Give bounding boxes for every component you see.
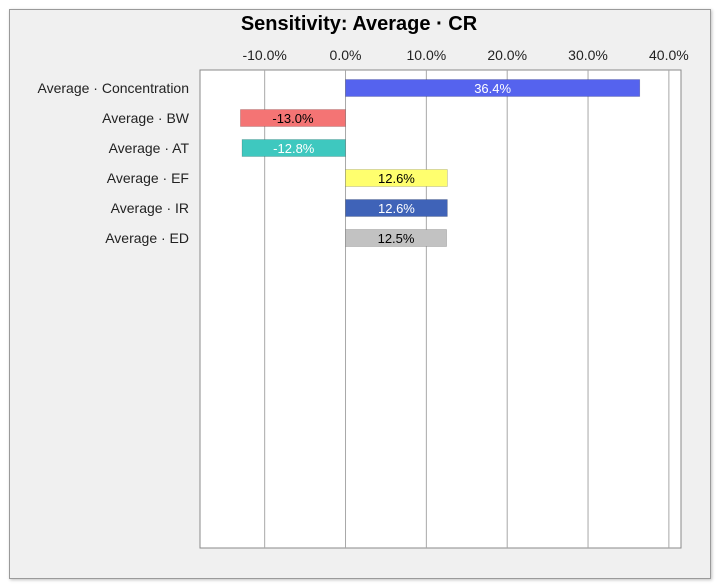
x-tick-label: 20.0% — [487, 47, 527, 63]
category-label: Average · Concentration — [38, 80, 190, 96]
category-labels: Average · Concentration Average · BW Avera… — [38, 80, 190, 246]
bars: 36.4% -13.0% -12.8% 12.6% 12.6% 12.5% — [240, 79, 641, 247]
x-tick-label: -10.0% — [242, 47, 286, 63]
bar — [345, 169, 448, 187]
x-tick-label: 10.0% — [407, 47, 447, 63]
bar — [240, 109, 346, 127]
x-tick-label: 0.0% — [330, 47, 362, 63]
bar — [241, 139, 346, 157]
category-label: Average · BW — [102, 110, 190, 126]
bar-value-label: -13.0% — [272, 111, 314, 126]
category-label: Average · ED — [105, 230, 189, 246]
bar-value-label: 12.6% — [378, 171, 415, 186]
x-axis-ticks: -10.0% 0.0% 10.0% 20.0% 30.0% 40.0% — [242, 47, 688, 63]
category-label: Average · EF — [107, 170, 189, 186]
bar — [345, 229, 447, 247]
x-tick-label: 40.0% — [649, 47, 689, 63]
bar — [345, 199, 448, 217]
bar-value-label: 12.5% — [378, 231, 415, 246]
category-label: Average · AT — [109, 140, 190, 156]
bar-value-label: 12.6% — [378, 201, 415, 216]
bar-value-label: -12.8% — [273, 141, 315, 156]
x-tick-label: 30.0% — [568, 47, 608, 63]
bar-value-label: 36.4% — [474, 81, 511, 96]
chart-title: Sensitivity: Average · CR — [241, 13, 478, 35]
bar — [345, 79, 641, 97]
category-label: Average · IR — [111, 200, 189, 216]
